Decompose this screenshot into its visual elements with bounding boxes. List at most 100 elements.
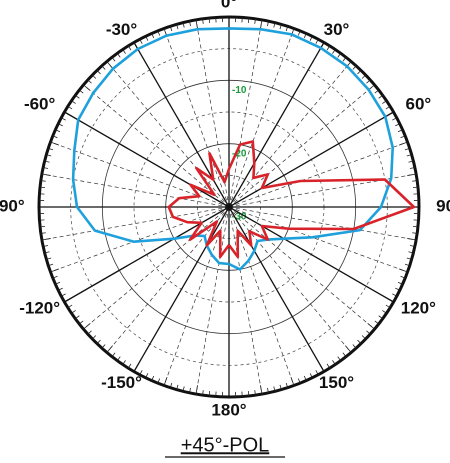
outer-tick	[290, 376, 295, 386]
radial-line	[228, 206, 325, 372]
outer-tick	[58, 287, 63, 291]
outer-tick	[176, 24, 179, 30]
angle-label: -30°	[106, 20, 138, 39]
outer-tick	[71, 100, 76, 104]
outer-tick	[404, 147, 410, 151]
plot-area	[71, 27, 416, 271]
angle-label: -120°	[19, 298, 60, 317]
outer-tick	[75, 315, 80, 320]
minor-radial-line	[163, 28, 230, 208]
outer-tick	[366, 79, 371, 84]
outer-tick	[337, 356, 342, 361]
angle-label: -90°	[0, 196, 25, 215]
outer-tick	[67, 304, 73, 309]
outer-tick	[408, 251, 414, 254]
radial-line	[133, 42, 230, 208]
outer-tick	[202, 18, 204, 24]
outer-tick	[157, 378, 161, 384]
minor-radial-line	[195, 19, 230, 208]
r-tick-label: -30	[232, 212, 247, 223]
outer-tick	[285, 26, 289, 32]
minor-radial-line	[228, 61, 352, 208]
outer-tick	[195, 19, 198, 29]
angle-label: 150°	[319, 373, 354, 392]
outer-tick	[412, 186, 419, 189]
outer-tick	[145, 36, 149, 41]
outer-tick	[58, 123, 63, 127]
outer-tick	[342, 352, 347, 357]
angle-label: -60°	[24, 94, 56, 113]
outer-tick	[273, 386, 276, 392]
outer-tick	[92, 335, 97, 340]
grid: -30 -20 -10 0° 30° 60° 90° 120° 150° 180° -150° -12…	[0, 0, 450, 419]
radial-line	[64, 111, 230, 208]
outer-tick	[404, 263, 410, 267]
outer-tick	[127, 363, 132, 369]
outer-tick	[71, 310, 76, 314]
outer-tick	[397, 129, 403, 133]
outer-tick	[101, 344, 106, 349]
outer-tick	[40, 180, 46, 182]
outer-tick	[260, 385, 263, 395]
outer-tick	[398, 141, 408, 146]
outer-tick	[116, 356, 121, 361]
outer-tick	[309, 373, 313, 378]
minor-radial-line	[83, 206, 230, 330]
outer-tick	[46, 154, 52, 157]
outer-tick	[273, 22, 276, 28]
outer-tick	[61, 117, 66, 121]
minor-radial-line	[228, 141, 408, 208]
outer-tick	[40, 232, 46, 234]
outer-tick	[189, 387, 191, 393]
outer-tick	[407, 238, 417, 241]
outer-tick	[260, 19, 263, 29]
outer-tick	[254, 18, 256, 24]
outer-tick	[385, 105, 391, 110]
outer-tick	[395, 287, 400, 291]
outer-tick	[397, 281, 403, 285]
outer-tick	[412, 180, 418, 182]
angle-label: 0°	[221, 0, 237, 11]
outer-tick	[342, 57, 347, 62]
angle-label: -150°	[101, 373, 142, 392]
outer-tick	[43, 245, 49, 247]
minor-radial-line	[106, 206, 230, 353]
outer-tick	[55, 129, 61, 133]
outer-tick	[83, 323, 91, 330]
outer-tick	[326, 363, 331, 369]
outer-tick	[303, 375, 307, 381]
outer-tick	[208, 390, 211, 397]
outer-tick	[297, 30, 301, 36]
outer-tick	[409, 167, 415, 169]
outer-tick	[43, 167, 49, 169]
outer-tick	[378, 315, 383, 320]
outer-tick	[247, 390, 250, 397]
outer-tick	[139, 39, 143, 44]
outer-tick	[267, 21, 269, 27]
outer-tick	[406, 154, 412, 157]
outer-tick	[357, 70, 362, 75]
outer-tick	[83, 84, 91, 91]
outer-tick	[407, 173, 417, 176]
outer-tick	[189, 21, 191, 27]
angle-label: 60°	[406, 94, 432, 113]
outer-tick	[374, 320, 379, 325]
outer-tick	[182, 386, 185, 392]
outer-tick	[303, 33, 307, 39]
outer-tick	[176, 384, 179, 390]
outer-tick	[48, 263, 54, 267]
outer-tick	[48, 147, 54, 151]
chart-title: +45°-POL	[181, 434, 270, 456]
outer-tick	[412, 232, 418, 234]
outer-tick	[67, 105, 73, 110]
outer-tick	[122, 360, 126, 365]
outer-tick	[366, 330, 371, 335]
outer-tick	[400, 135, 406, 139]
outer-tick	[116, 53, 121, 58]
outer-tick	[285, 382, 289, 388]
outer-tick	[79, 320, 84, 325]
outer-tick	[267, 387, 269, 393]
angle-label: 30°	[324, 20, 350, 39]
outer-tick	[400, 275, 406, 279]
outer-tick	[151, 375, 155, 381]
